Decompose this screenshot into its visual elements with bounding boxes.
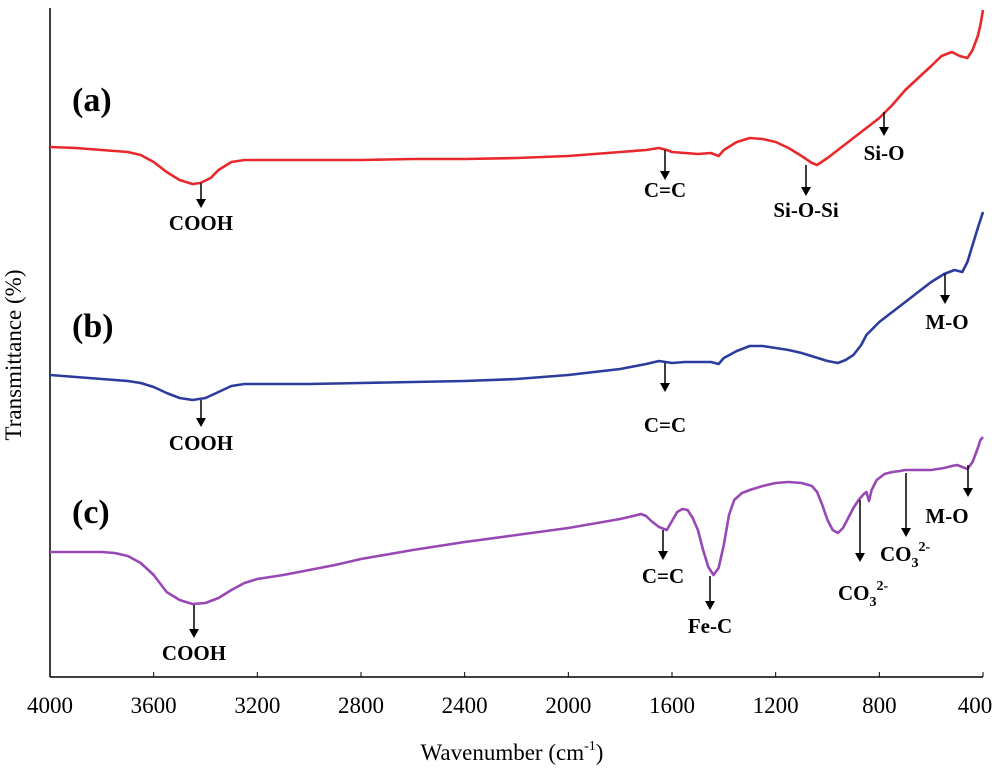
series-layer — [49, 9, 985, 606]
x-tick-label: 1200 — [753, 693, 799, 718]
annotation-arrow — [705, 576, 715, 610]
annotation-label: Fe-C — [688, 614, 732, 638]
x-axis-title: Wavenumber (cm-1) — [421, 739, 604, 765]
annotation-arrow — [189, 605, 199, 638]
annotation-label-main: CO — [880, 542, 912, 566]
annotation-label: Si-O-Si — [773, 198, 839, 222]
series-line-a — [49, 9, 985, 186]
panel-label-c: (c) — [72, 494, 110, 531]
x-tick-label: 1600 — [649, 693, 695, 718]
annotation-label: C=C — [644, 178, 686, 202]
annotation-label-subscript: 3 — [912, 556, 919, 571]
series-line-b — [49, 211, 985, 402]
annotation-arrow — [658, 530, 668, 560]
annotation-arrow — [801, 165, 811, 196]
panel-label-a: (a) — [72, 82, 112, 119]
annotation-arrow — [196, 183, 206, 208]
annotation-label-subscript: 3 — [870, 595, 877, 610]
annotation-label-main: CO — [838, 581, 870, 605]
x-tick-label: 2000 — [545, 693, 591, 718]
x-tick-label: 3600 — [131, 693, 177, 718]
panel-label-b: (b) — [72, 308, 114, 345]
x-axis-title-unit-exponent: -1 — [584, 739, 596, 754]
x-tick-labels: 4000 3600 3200 2800 2400 2000 1600 1200 800 400 — [27, 672, 992, 718]
annotation-label: CO32- — [880, 540, 931, 571]
annotation-label-superscript: 2- — [877, 579, 889, 594]
y-axis-title: Transmittance (%) — [1, 270, 26, 441]
annotation-arrow — [879, 112, 889, 136]
x-tick-label: 2800 — [338, 693, 384, 718]
annotation-arrows — [189, 112, 973, 638]
annotation-label-superscript: 2- — [919, 540, 931, 555]
annotation-label: M-O — [925, 504, 968, 528]
annotation-label: C=C — [642, 564, 684, 588]
annotation-label: COOH — [169, 431, 233, 455]
annotation-arrow — [196, 400, 206, 427]
annotation-arrow — [660, 150, 670, 180]
x-tick-label: 2400 — [442, 693, 488, 718]
annotation-arrow — [660, 363, 670, 392]
annotation-label: M-O — [925, 310, 968, 334]
annotation-label: C=C — [644, 413, 686, 437]
x-tick-label: 800 — [862, 693, 897, 718]
x-axis-title-main: Wavenumber (cm — [421, 740, 585, 765]
x-tick-label: 400 — [958, 693, 993, 718]
x-axis-title-close: ) — [596, 740, 604, 765]
x-tick-label: 3200 — [234, 693, 280, 718]
x-tick-label: 4000 — [27, 693, 73, 718]
annotation-label: CO32- — [838, 579, 889, 610]
plot-frame — [49, 8, 983, 678]
annotation-label: Si-O — [864, 141, 905, 165]
annotation-arrow — [855, 500, 865, 562]
annotation-arrow — [940, 274, 950, 304]
series-line-c — [50, 436, 984, 606]
annotation-arrow — [901, 473, 911, 537]
annotation-label: COOH — [162, 641, 226, 665]
annotation-label: COOH — [169, 211, 233, 235]
annotation-arrow — [963, 465, 973, 497]
